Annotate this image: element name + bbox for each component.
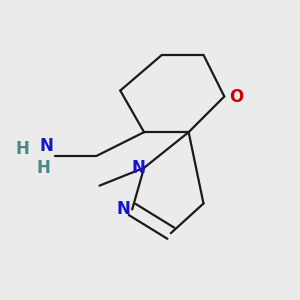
Text: N: N <box>131 159 145 177</box>
Text: N: N <box>39 136 53 154</box>
Text: H: H <box>15 140 29 158</box>
Text: H: H <box>36 159 50 177</box>
Text: N: N <box>116 200 130 218</box>
Text: O: O <box>229 88 243 106</box>
